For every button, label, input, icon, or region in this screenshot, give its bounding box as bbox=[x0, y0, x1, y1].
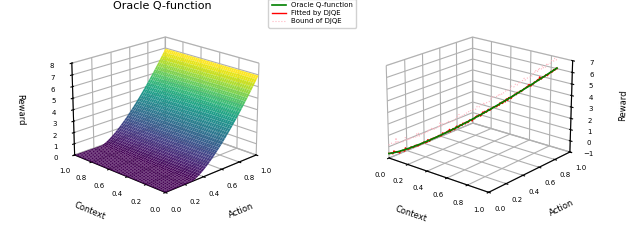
Legend: Oracle Q-function, Fitted by DJQE, Bound of DJQE: Oracle Q-function, Fitted by DJQE, Bound… bbox=[268, 0, 356, 28]
X-axis label: Context: Context bbox=[394, 204, 428, 223]
Y-axis label: Context: Context bbox=[73, 201, 107, 222]
Title: Oracle Q-function: Oracle Q-function bbox=[113, 1, 212, 11]
X-axis label: Action: Action bbox=[227, 202, 255, 220]
Y-axis label: Action: Action bbox=[548, 198, 575, 218]
